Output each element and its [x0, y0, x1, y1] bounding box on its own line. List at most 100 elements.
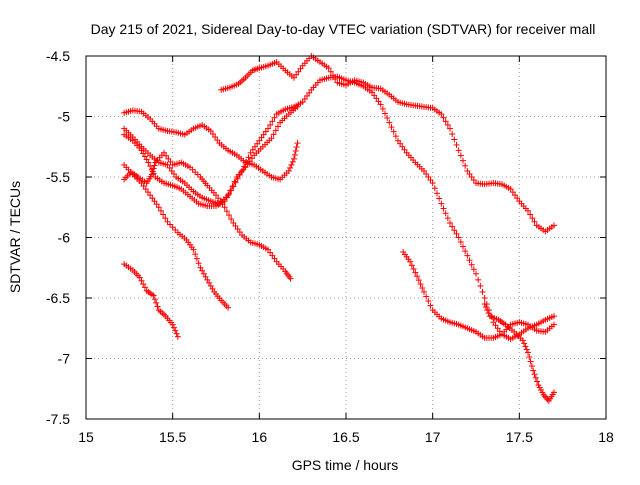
data-point — [287, 275, 294, 282]
data-point — [529, 215, 536, 222]
data-point — [154, 303, 161, 310]
data-point — [551, 389, 557, 396]
data-point — [147, 192, 154, 199]
data-point — [423, 293, 430, 300]
data-point — [527, 211, 534, 218]
series-track-2 — [121, 161, 232, 311]
data-point — [521, 340, 528, 347]
data-point — [419, 285, 426, 292]
data-point — [455, 234, 462, 241]
data-point — [285, 167, 292, 174]
data-point — [379, 105, 386, 112]
data-point — [423, 170, 430, 177]
data-point — [507, 186, 514, 193]
y-tick-label: -7.5 — [46, 411, 70, 427]
data-point — [225, 304, 232, 311]
data-point — [151, 162, 158, 169]
y-tick-label: -5.5 — [46, 169, 70, 185]
data-point — [304, 92, 310, 99]
data-point — [269, 252, 276, 259]
data-point — [288, 161, 295, 168]
data-point — [509, 189, 516, 196]
data-point — [138, 277, 145, 284]
data-point — [291, 155, 297, 162]
data-point — [399, 143, 406, 150]
data-point — [268, 135, 275, 142]
data-point — [388, 124, 395, 131]
data-point — [444, 121, 451, 128]
data-point — [527, 358, 534, 365]
data-point — [532, 374, 539, 381]
data-point — [440, 205, 447, 212]
x-tick-label: 16.5 — [332, 429, 359, 445]
data-point — [449, 223, 456, 230]
data-point — [150, 292, 157, 299]
data-point — [470, 177, 477, 184]
data-point — [447, 125, 453, 132]
data-point — [371, 92, 378, 99]
data-point — [377, 101, 384, 108]
data-point — [166, 164, 173, 171]
data-point — [213, 192, 219, 199]
data-point — [212, 134, 219, 141]
data-point — [229, 183, 236, 190]
ticks-layer — [85, 55, 607, 420]
data-point — [408, 262, 415, 269]
data-point — [291, 151, 298, 158]
x-tick-label: 15 — [78, 429, 94, 445]
data-point — [140, 183, 147, 190]
series-track-7 — [218, 53, 557, 235]
data-point — [453, 141, 460, 148]
data-point — [442, 118, 449, 125]
data-point — [526, 353, 533, 360]
data-point — [494, 325, 501, 332]
data-point — [160, 211, 167, 218]
data-point — [392, 133, 399, 140]
data-point — [215, 195, 222, 202]
data-point — [451, 136, 458, 143]
data-point — [525, 349, 531, 356]
data-point — [164, 218, 171, 225]
data-point — [272, 127, 279, 134]
data-point — [401, 146, 408, 153]
data-point — [384, 115, 391, 122]
data-point — [464, 167, 471, 174]
data-point — [163, 152, 170, 159]
data-point — [143, 156, 150, 163]
data-point — [232, 223, 239, 230]
data-point — [301, 95, 308, 102]
data-point — [172, 226, 179, 233]
data-point — [457, 239, 464, 246]
data-point — [332, 75, 339, 82]
data-point — [299, 98, 306, 105]
data-point — [141, 284, 148, 291]
data-point — [523, 346, 530, 353]
data-point — [202, 273, 209, 280]
data-point — [155, 204, 162, 211]
data-point — [242, 164, 249, 171]
data-point — [153, 299, 160, 306]
data-point — [464, 252, 471, 259]
data-point — [421, 167, 427, 174]
y-tick-label: -6.5 — [46, 290, 70, 306]
data-point — [254, 140, 261, 147]
data-point — [151, 296, 158, 303]
data-point — [531, 218, 538, 225]
y-tick-label: -6 — [58, 230, 71, 246]
data-point — [258, 134, 265, 141]
data-point — [490, 319, 497, 326]
data-point — [455, 147, 462, 154]
data-point — [512, 192, 518, 199]
data-point — [141, 153, 148, 160]
data-point — [145, 159, 152, 166]
x-tick-label: 16 — [252, 429, 268, 445]
y-tick-label: -4.5 — [46, 48, 70, 64]
data-point — [292, 147, 299, 154]
data-point — [164, 161, 171, 168]
data-point — [534, 378, 541, 385]
data-point — [481, 295, 488, 301]
data-point — [431, 185, 438, 192]
data-point — [453, 230, 460, 237]
data-point — [249, 146, 256, 153]
grid-layer — [86, 56, 606, 419]
